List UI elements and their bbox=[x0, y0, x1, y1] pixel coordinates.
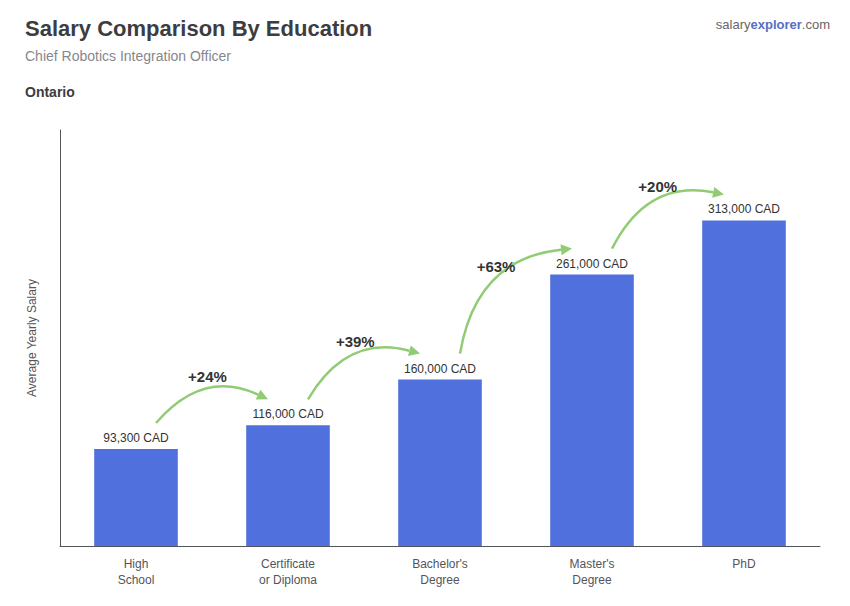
svg-text:93,300 CAD: 93,300 CAD bbox=[103, 431, 169, 445]
svg-text:116,000 CAD: 116,000 CAD bbox=[252, 407, 323, 421]
svg-text:Bachelor's: Bachelor's bbox=[412, 557, 468, 571]
svg-text:313,000 CAD: 313,000 CAD bbox=[708, 202, 780, 216]
svg-text:Master's: Master's bbox=[570, 557, 615, 571]
svg-text:261,000 CAD: 261,000 CAD bbox=[556, 257, 628, 271]
svg-text:Degree: Degree bbox=[420, 573, 460, 587]
svg-text:Salary Comparison By Education: Salary Comparison By Education bbox=[25, 16, 372, 41]
svg-text:Chief Robotics Integration Off: Chief Robotics Integration Officer bbox=[25, 48, 231, 64]
svg-text:.com: .com bbox=[802, 17, 830, 32]
svg-text:Degree: Degree bbox=[572, 573, 612, 587]
svg-text:+39%: +39% bbox=[336, 333, 375, 350]
svg-text:Ontario: Ontario bbox=[25, 84, 75, 100]
svg-text:explorer: explorer bbox=[751, 17, 802, 32]
svg-text:160,000 CAD: 160,000 CAD bbox=[404, 362, 476, 376]
svg-text:salary: salary bbox=[716, 17, 751, 32]
svg-text:High: High bbox=[124, 557, 149, 571]
svg-text:School: School bbox=[118, 573, 155, 587]
svg-text:+63%: +63% bbox=[477, 258, 516, 275]
svg-text:+20%: +20% bbox=[638, 178, 677, 195]
svg-text:Average Yearly Salary: Average Yearly Salary bbox=[25, 279, 39, 397]
svg-text:or Diploma: or Diploma bbox=[259, 573, 317, 587]
svg-text:PhD: PhD bbox=[732, 557, 756, 571]
svg-text:Certificate: Certificate bbox=[261, 557, 315, 571]
svg-text:+24%: +24% bbox=[188, 368, 227, 385]
